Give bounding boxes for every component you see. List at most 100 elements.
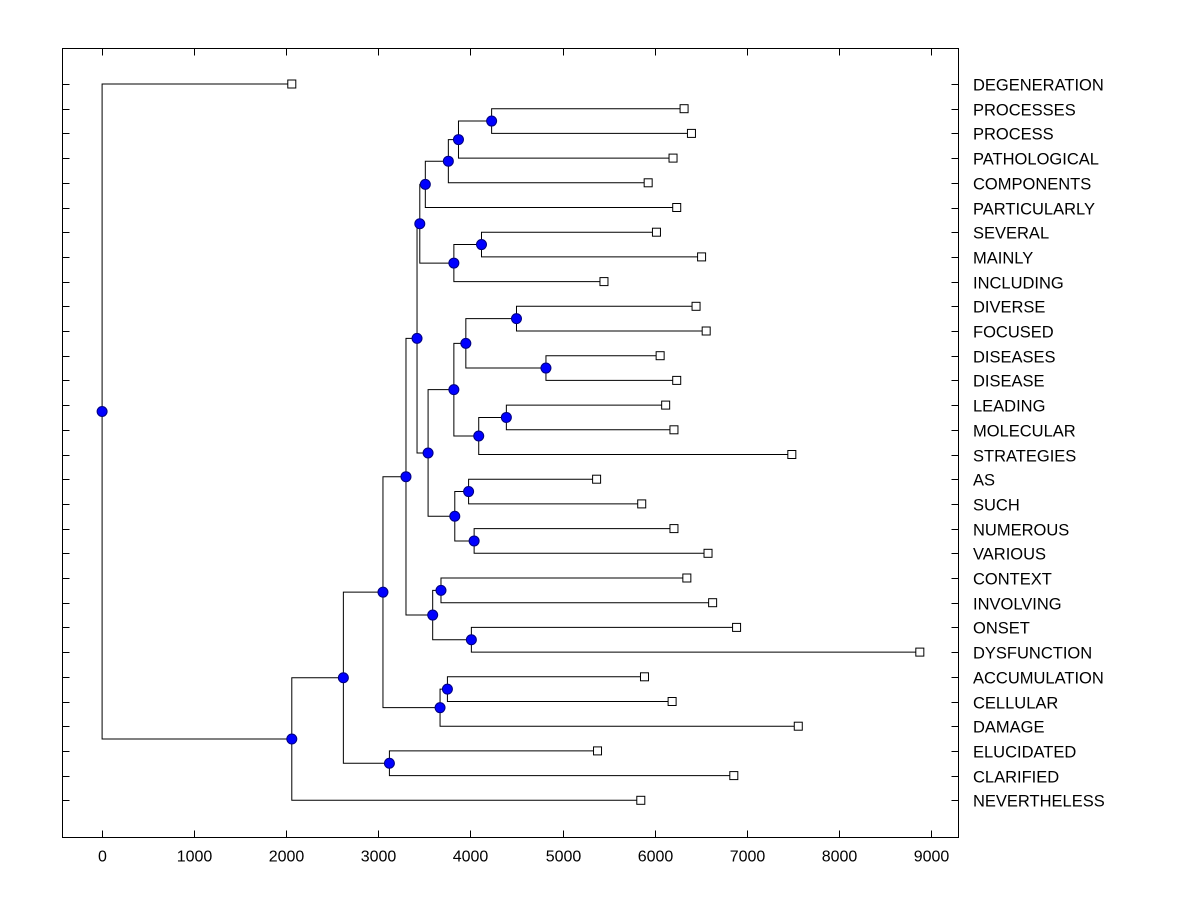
cluster-node [414, 218, 426, 230]
leaf-label-pathological: PATHOLOGICAL [973, 151, 1099, 169]
leaf-label-disease: DISEASE [973, 373, 1045, 391]
cluster-node [460, 337, 472, 349]
leaf-marker-leading [661, 400, 671, 410]
cluster-node [442, 155, 454, 167]
cluster-node [434, 702, 446, 714]
x-tick-label: 0 [98, 849, 107, 866]
leaf-marker-various [703, 548, 713, 558]
leaf-label-various: VARIOUS [973, 546, 1046, 564]
x-tick-label: 1000 [177, 849, 213, 866]
dendrogram-link [480, 231, 702, 258]
leaf-marker-molecular [669, 425, 679, 435]
leaf-label-elucidated: ELUCIDATED [973, 744, 1076, 762]
cluster-node [449, 510, 461, 522]
leaf-marker-such [637, 499, 647, 509]
cluster-node [400, 471, 412, 483]
cluster-node [419, 178, 431, 190]
dendrogram-link [424, 160, 677, 208]
leaf-label-diverse: DIVERSE [973, 299, 1045, 317]
leaf-marker-process [686, 128, 696, 138]
leaf-marker-context [682, 573, 692, 583]
cluster-node [96, 406, 108, 418]
leaf-label-as: AS [973, 472, 995, 490]
dendrogram-link [388, 750, 734, 777]
x-tick-label: 3000 [361, 849, 397, 866]
leaf-label-diseases: DISEASES [973, 349, 1056, 367]
x-tick-label: 4000 [453, 849, 489, 866]
leaf-marker-several [651, 227, 661, 237]
leaf-marker-onset [732, 622, 742, 632]
leaf-marker-processes [679, 104, 689, 114]
leaf-marker-clarified [729, 771, 739, 781]
leaf-marker-focused [701, 326, 711, 336]
leaf-label-strategies: STRATEGIES [973, 448, 1076, 466]
dendrogram-link [291, 677, 641, 801]
leaf-label-context: CONTEXT [973, 571, 1052, 589]
tick-layer: 0 1000 2000 3000 4000 5000 6000 7000 8000 9000 [62, 48, 959, 866]
dendrogram-link [382, 476, 441, 709]
cluster-node [468, 535, 480, 547]
dendrogram-link [457, 120, 674, 159]
leaf-label-onset: ONSET [973, 620, 1030, 638]
x-tick-label: 9000 [914, 849, 950, 866]
leaf-marker-damage [793, 721, 803, 731]
leaf-label-including: INCLUDING [973, 275, 1064, 293]
x-tick-label: 8000 [822, 849, 858, 866]
leaf-label-involving: INVOLVING [973, 596, 1062, 614]
leaf-label-damage: DAMAGE [973, 719, 1045, 737]
leaf-label-focused: FOCUSED [973, 324, 1054, 342]
dendrogram-link [432, 589, 472, 641]
leaf-label-process: PROCESS [973, 126, 1054, 144]
cluster-node [500, 411, 512, 423]
cluster-node [486, 115, 498, 127]
x-tick-label: 6000 [638, 849, 674, 866]
leaf-marker-diverse [691, 301, 701, 311]
dendrogram-link [440, 577, 713, 604]
leaf-marker-as [592, 474, 602, 484]
dendrogram-link [446, 676, 673, 702]
cluster-node [510, 313, 522, 325]
leaf-marker-diseases [655, 351, 665, 361]
cluster-node [540, 362, 552, 374]
cluster-node [473, 430, 485, 442]
leaf-label-such: SUCH [973, 497, 1020, 515]
dendrogram-link [505, 404, 674, 431]
leaf-label-leading: LEADING [973, 398, 1045, 416]
dendrogram-link [439, 688, 799, 727]
cluster-node [463, 486, 475, 498]
x-tick-label: 7000 [730, 849, 766, 866]
leaf-label-numerous: NUMEROUS [973, 522, 1069, 540]
leaf-marker-including [599, 277, 609, 287]
node-layer [96, 79, 925, 805]
leaf-marker-degeneration [287, 79, 297, 89]
dendrogram-link [515, 305, 707, 332]
leaf-marker-accumulation [639, 672, 649, 682]
leaf-label-components: COMPONENTS [973, 176, 1091, 194]
cluster-node [286, 733, 298, 745]
cluster-node [441, 683, 453, 695]
leaf-label-several: SEVERAL [973, 225, 1049, 243]
dendrogram-link [465, 318, 546, 369]
dendrogram-link [453, 244, 604, 283]
leaf-label-clarified: CLARIFIED [973, 769, 1059, 787]
cluster-node [337, 672, 349, 684]
dendrogram-link [447, 139, 649, 184]
leaf-marker-strategies [787, 450, 797, 459]
leaf-label-processes: PROCESSES [973, 102, 1076, 120]
cluster-node [427, 609, 439, 621]
leaf-marker-involving [708, 598, 718, 608]
cluster-node [448, 257, 460, 269]
dendrogram-link [101, 83, 292, 740]
leaf-marker-dysfunction [915, 647, 925, 657]
cluster-node [452, 134, 464, 146]
x-tick-label: 2000 [269, 849, 305, 866]
cluster-node [383, 757, 395, 769]
dendrogram-link [468, 478, 642, 505]
dendrogram-link [478, 416, 792, 455]
leaf-marker-elucidated [593, 746, 603, 756]
leaf-marker-pathological [668, 153, 678, 163]
leaf-marker-mainly [697, 252, 707, 262]
leaf-marker-disease [672, 375, 682, 385]
leaf-marker-particularly [672, 203, 682, 212]
